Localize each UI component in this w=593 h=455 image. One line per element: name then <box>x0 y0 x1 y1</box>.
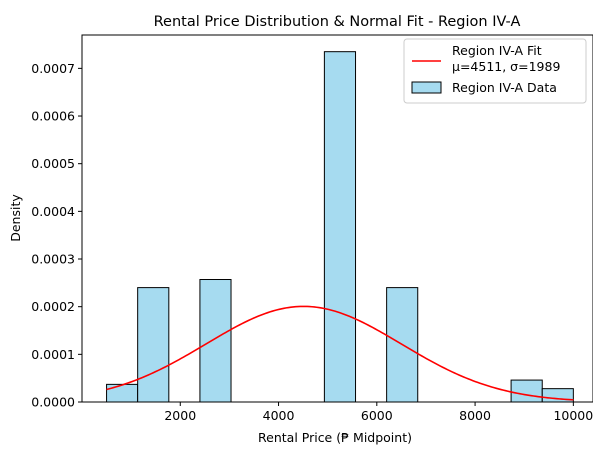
y-axis: 0.0000 0.0001 0.0002 0.0003 0.0004 0.0005 0.00… <box>31 61 82 410</box>
bars-layer <box>106 51 574 403</box>
y-tick-label: 0.0001 <box>31 347 75 362</box>
chart-title: Rental Price Distribution & Normal Fit -… <box>154 14 521 30</box>
histogram-bar-1 <box>137 287 170 403</box>
histogram-bar-13 <box>510 379 543 403</box>
plot-frame <box>81 34 593 403</box>
legend-fit-label: Region IV-A Fit <box>452 43 542 58</box>
x-axis: 2000 4000 6000 8000 10000 <box>164 402 593 423</box>
legend: Region IV-A Fit μ=4511, σ=1989 Region IV… <box>403 38 587 104</box>
y-tick-label: 0.0005 <box>31 156 75 171</box>
y-tick-label: 0.0004 <box>31 204 75 219</box>
histogram-bar-3 <box>199 279 232 403</box>
x-tick-label: 6000 <box>361 408 393 423</box>
y-axis-title: Density <box>8 194 23 242</box>
histogram-bar-7 <box>323 51 357 403</box>
x-tick-label: 4000 <box>263 408 295 423</box>
legend-data-swatch <box>411 81 442 94</box>
fit-curve <box>106 305 574 401</box>
fit-layer <box>106 305 574 401</box>
y-tick-label: 0.0002 <box>31 299 75 314</box>
y-tick-label: 0.0000 <box>31 395 75 410</box>
legend-fit-params: μ=4511, σ=1989 <box>452 59 560 74</box>
x-tick-label: 10000 <box>553 408 593 423</box>
y-tick-label: 0.0003 <box>31 252 75 267</box>
x-tick-label: 8000 <box>459 408 491 423</box>
histogram-bar-0 <box>106 383 139 403</box>
x-axis-title: Rental Price (₱ Midpoint) <box>258 430 412 445</box>
x-tick-label: 2000 <box>164 408 196 423</box>
legend-data-label: Region IV-A Data <box>452 80 557 95</box>
y-tick-label: 0.0006 <box>31 109 75 124</box>
y-tick-label: 0.0007 <box>31 61 75 76</box>
legend-box <box>403 38 587 104</box>
